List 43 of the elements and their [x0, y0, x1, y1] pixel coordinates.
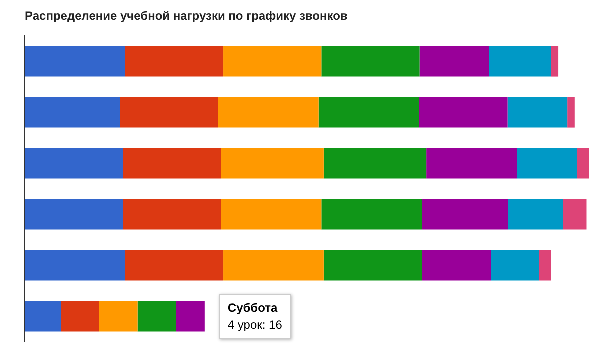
- bar: [491, 250, 540, 281]
- annotation: Суббота: [228, 301, 279, 315]
- bar: [99, 301, 138, 332]
- bar: [568, 97, 575, 128]
- bar: [426, 148, 518, 179]
- bar: [517, 148, 578, 179]
- bar: [25, 199, 124, 230]
- bar: [324, 250, 422, 281]
- bar: [322, 46, 420, 77]
- bar: [123, 199, 222, 230]
- bar: [25, 97, 120, 128]
- bar: [563, 199, 587, 230]
- annotation: 4 урок: 16: [228, 318, 282, 332]
- bar: [322, 199, 422, 230]
- bar: [25, 46, 126, 77]
- bar: [422, 250, 492, 281]
- bar: [25, 148, 124, 179]
- bar: [324, 148, 427, 179]
- bar: [25, 250, 126, 281]
- bar: [577, 148, 589, 179]
- chart-title: Распределение учебной нагрузки по графику звонков: [25, 9, 348, 23]
- bar: [419, 97, 508, 128]
- bar: [420, 46, 490, 77]
- bar: [123, 148, 222, 179]
- bar: [224, 46, 322, 77]
- bar: [25, 301, 62, 332]
- bar: [551, 46, 559, 77]
- bar: [125, 250, 224, 281]
- bar: [221, 199, 322, 230]
- bar: [508, 97, 568, 128]
- bar: [218, 97, 319, 128]
- bar: [489, 46, 552, 77]
- bar: [318, 97, 420, 128]
- bar: [422, 199, 508, 230]
- bar: [221, 148, 324, 179]
- bar: [539, 250, 552, 281]
- bar: [176, 301, 205, 332]
- bar: [120, 97, 218, 128]
- bar: [125, 46, 224, 77]
- bar: [61, 301, 100, 332]
- bar: [224, 250, 324, 281]
- bar: [138, 301, 176, 332]
- bar: [508, 199, 564, 230]
